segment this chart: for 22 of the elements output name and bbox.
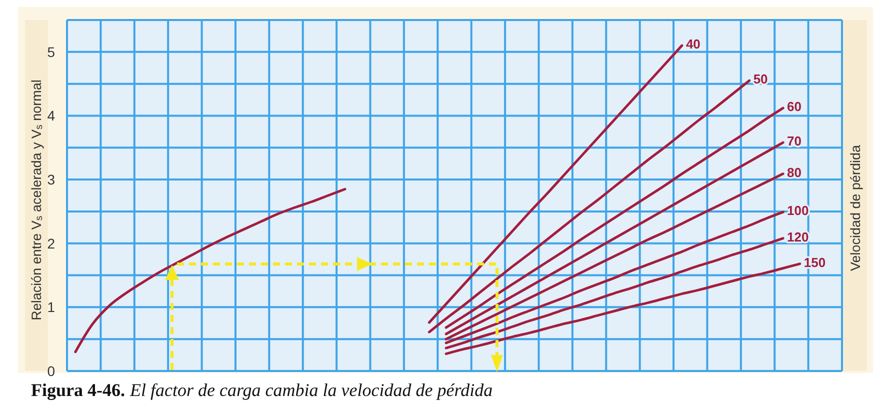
series-label: 40	[686, 36, 700, 52]
series-label: 70	[787, 134, 802, 149]
text: Figura 4-46.	[31, 380, 125, 400]
text: El factor de carga cambia la velocidad de pérdida	[129, 380, 493, 400]
y-tick-label: 4	[47, 108, 56, 124]
y-tick-label: 5	[47, 44, 56, 60]
line-series	[444, 141, 784, 336]
series-label: 60	[787, 99, 802, 114]
series-label: 80	[787, 164, 802, 180]
line-series	[74, 188, 346, 354]
y-tick-label: 3	[47, 172, 56, 188]
series-label: 50	[753, 72, 768, 87]
line-series	[428, 44, 684, 324]
line-series	[444, 106, 784, 329]
y-tick-label: 2	[47, 235, 56, 252]
line-series	[428, 79, 751, 334]
y-tick-label: 1	[47, 299, 56, 316]
line-series	[444, 262, 802, 356]
legend-title: Velocidad de pérdida	[848, 144, 863, 272]
line-series	[444, 237, 784, 350]
line-series	[444, 172, 784, 340]
y-tick-label: 0	[47, 362, 56, 379]
